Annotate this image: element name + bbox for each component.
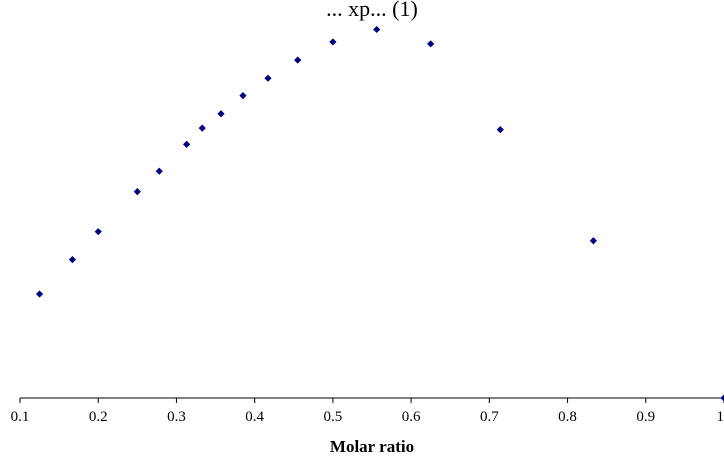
data-point — [69, 256, 76, 263]
x-axis-ticks — [20, 398, 724, 403]
x-tick-label: 0.1 — [11, 409, 30, 425]
x-tick-label: 0.6 — [402, 409, 421, 425]
x-tick-label: 0.8 — [558, 409, 577, 425]
x-axis-tick-labels: 0.1 0.2 0.3 0.4 0.5 0.6 0.7 0.8 0.9 1 — [11, 409, 724, 425]
x-tick-label: 1 — [717, 409, 724, 425]
data-point — [239, 92, 246, 99]
data-point — [36, 290, 43, 297]
x-tick-label: 0.2 — [89, 409, 108, 425]
data-point — [329, 38, 336, 45]
data-point — [294, 56, 301, 63]
data-point — [373, 26, 380, 33]
data-point — [427, 40, 434, 47]
data-point — [720, 394, 724, 401]
data-point — [134, 188, 141, 195]
x-tick-label: 0.3 — [167, 409, 186, 425]
chart-title: ... xp... (1) — [326, 0, 418, 21]
data-point — [183, 141, 190, 148]
x-tick-label: 0.5 — [324, 409, 343, 425]
data-point — [264, 75, 271, 82]
x-tick-label: 0.7 — [480, 409, 499, 425]
data-point — [217, 110, 224, 117]
x-axis-title: Molar ratio — [330, 437, 414, 456]
data-point — [497, 126, 504, 133]
data-points — [36, 26, 724, 402]
x-tick-label: 0.4 — [245, 409, 264, 425]
data-point — [199, 125, 206, 132]
data-point — [590, 237, 597, 244]
x-tick-label: 0.9 — [636, 409, 655, 425]
data-point — [95, 228, 102, 235]
data-point — [156, 168, 163, 175]
